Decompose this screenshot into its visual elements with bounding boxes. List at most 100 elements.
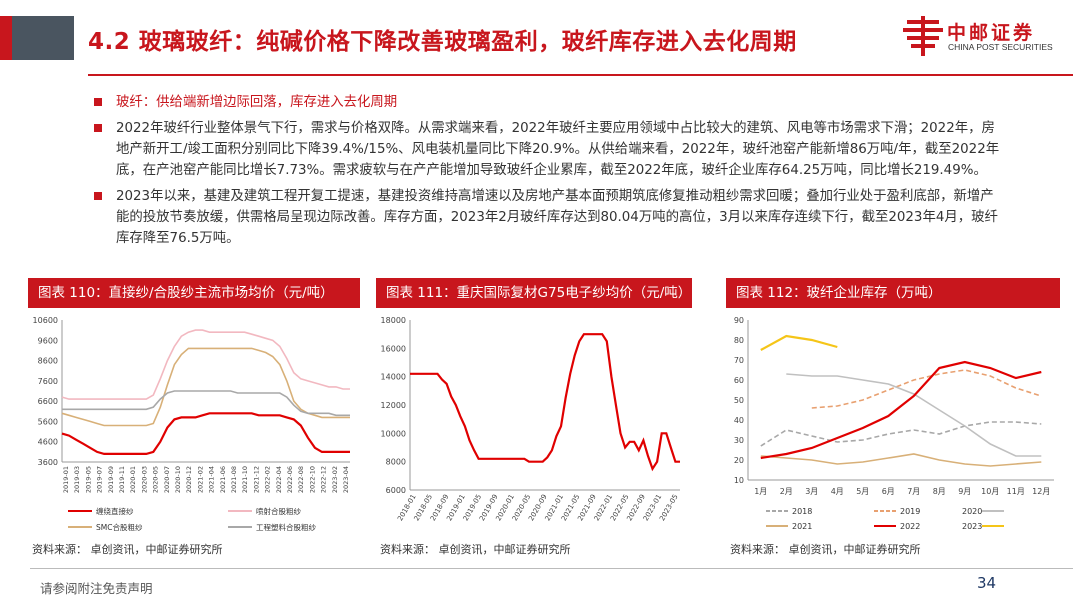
x-tick-label: 10月: [981, 487, 999, 496]
bullet-marker: [94, 192, 102, 200]
y-tick-label: 8000: [386, 458, 406, 467]
x-tick-label: 2020-03: [140, 466, 148, 493]
x-tick-label: 2022-06: [286, 466, 294, 493]
x-tick-label: 2022-08: [297, 466, 305, 493]
x-tick-label: 2021-04: [208, 466, 216, 493]
x-tick-label: 2019-11: [118, 466, 126, 493]
y-tick-label: 80: [734, 336, 744, 345]
x-tick-label: 2019-09: [107, 466, 115, 493]
x-tick-label: 2022-04: [275, 466, 283, 493]
series-line-缠绕直接纱: [61, 412, 350, 455]
y-tick-label: 16000: [381, 344, 406, 353]
x-tick-label: 2021-12: [252, 466, 260, 493]
y-tick-label: 14000: [381, 373, 406, 382]
x-tick-label: 2019-05: [84, 466, 92, 493]
page-number: 34: [977, 574, 997, 592]
x-tick-label: 2021-10: [241, 466, 249, 493]
legend-label: 2018: [792, 507, 812, 516]
x-tick-label: 2023-04: [342, 466, 350, 493]
legend-label: 2020: [962, 507, 982, 516]
x-tick-label: 2020-12: [185, 466, 193, 493]
y-tick-label: 12000: [381, 401, 406, 410]
y-tick-label: 9600: [38, 336, 58, 345]
x-tick-label: 2020-10: [174, 466, 182, 493]
chart-title: 图表 112：玻纤企业库存（万吨）: [726, 278, 1060, 308]
chart-111-svg: 6000800010000120001400016000180002018-01…: [381, 316, 680, 522]
disclaimer-note: 请参阅附注免责声明: [40, 581, 153, 596]
legend-label: 工程塑料合股粗纱: [256, 522, 316, 532]
y-tick-label: 8600: [38, 357, 58, 366]
x-tick-label: 11月: [1007, 487, 1025, 496]
series-line-2023: [760, 334, 838, 351]
x-tick-label: 2019-01: [62, 466, 70, 493]
x-tick-label: 2020-01: [129, 466, 137, 493]
x-tick-label: 2021-08: [230, 466, 238, 493]
bullet-text: 2023年以来，基建及建筑工程开复工提速，基建投资维持高增速以及房地产基本面预期…: [116, 189, 998, 246]
footer-divider: [30, 568, 1073, 569]
y-tick-label: 10000: [381, 429, 406, 438]
y-tick-label: 70: [734, 356, 744, 365]
x-tick-label: 2019-03: [73, 466, 81, 493]
x-tick-label: 7月: [907, 487, 920, 496]
x-tick-label: 2022-02: [264, 466, 272, 493]
series-line-G75电子纱均价: [410, 333, 680, 472]
x-tick-label: 2019-07: [96, 466, 104, 493]
logo-chinese-text: 中邮证券: [947, 22, 1036, 44]
y-tick-label: 10: [734, 476, 744, 485]
x-tick-label: 1月: [754, 487, 767, 496]
legend-label: SMC合股粗纱: [96, 522, 143, 532]
chart-source: 资料来源： 卓创资讯，中邮证券研究所: [730, 543, 921, 556]
y-tick-label: 40: [734, 416, 744, 425]
series-line-2018: [760, 421, 1042, 447]
x-tick-label: 9月: [958, 487, 971, 496]
legend-label: 2019: [900, 507, 920, 516]
bullet-item: 玻纤：供给端新增边际回落，库存进入去化周期: [92, 92, 1002, 113]
chart-112-svg: 10 20 30 40 50 60 70 80 90 1月 2月 3月 4月 5月 6月 7月 8月 9月 10月 1…: [734, 316, 1054, 531]
header-accent-bar: [0, 16, 74, 60]
china-post-securities-logo: 中邮证券 CHINA POST SECURITIES: [903, 14, 1073, 62]
legend-label: 2023: [962, 522, 982, 531]
y-tick-label: 90: [734, 316, 744, 325]
x-tick-label: 3月: [805, 487, 818, 496]
series-line-SMC合股粗纱: [61, 347, 350, 427]
bullet-item: 2023年以来，基建及建筑工程开复工提速，基建投资维持高增速以及房地产基本面预期…: [92, 186, 1002, 249]
y-tick-label: 7600: [38, 377, 58, 386]
series-line-工程塑料合股粗纱: [62, 390, 350, 417]
logo-english-text: CHINA POST SECURITIES: [948, 42, 1053, 52]
china-post-logo-icon: [903, 16, 943, 56]
y-tick-label: 18000: [381, 316, 406, 325]
header-accent-stripe: [0, 16, 12, 60]
chart-panel-110: 图表 110：直接纱/合股纱主流市场均价（元/吨） 3600 4600 5600 66…: [28, 278, 360, 560]
legend-label: 喷射合股粗纱: [256, 506, 301, 516]
chart-title: 图表 110：直接纱/合股纱主流市场均价（元/吨）: [28, 278, 360, 308]
bullet-list: 玻纤：供给端新增边际回落，库存进入去化周期 2022年玻纤行业整体景气下行，需求…: [92, 92, 1002, 254]
x-tick-label: 2021-06: [219, 466, 227, 493]
x-tick-label: 2月: [780, 487, 793, 496]
y-tick-label: 4600: [38, 438, 58, 447]
x-tick-label: 2022-10: [308, 466, 316, 493]
x-tick-label: 12月: [1032, 487, 1050, 496]
y-tick-label: 60: [734, 376, 744, 385]
x-tick-label: 2020-05: [152, 466, 160, 493]
chart-source: 资料来源： 卓创资讯，中邮证券研究所: [32, 543, 223, 556]
series-line-2020: [786, 373, 1042, 457]
y-tick-label: 5600: [38, 417, 58, 426]
page-title: 4.2 玻璃玻纤：纯碱价格下降改善玻璃盈利，玻纤库存进入去化周期: [88, 29, 797, 55]
legend-label: 2022: [900, 522, 920, 531]
y-tick-label: 10600: [33, 316, 58, 325]
y-tick-label: 6000: [386, 486, 406, 495]
chart-title: 图表 111：重庆国际复材G75电子纱均价（元/吨）: [376, 278, 692, 308]
y-tick-label: 30: [734, 436, 744, 445]
chart-panel-111: 图表 111：重庆国际复材G75电子纱均价（元/吨） 6000 8000 10000…: [376, 278, 692, 560]
x-tick-label: 2022-12: [320, 466, 328, 493]
bullet-text: 2022年玻纤行业整体景气下行，需求与价格双降。从需求端来看，2022年玻纤主要…: [116, 121, 1000, 178]
series-line-喷射合股粗纱: [61, 329, 350, 400]
series-line-2021: [760, 453, 1042, 467]
legend-label: 缠绕直接纱: [96, 506, 134, 516]
x-tick-label: 2020-07: [163, 466, 171, 493]
chart-110-svg: 3600 4600 5600 6600 7600 8600 9600 10600 2019-01…: [33, 316, 350, 532]
series-line-2022: [760, 360, 1042, 460]
y-tick-label: 3600: [38, 458, 58, 467]
bullet-text: 玻纤：供给端新增边际回落，库存进入去化周期: [116, 95, 398, 110]
y-tick-label: 20: [734, 456, 744, 465]
